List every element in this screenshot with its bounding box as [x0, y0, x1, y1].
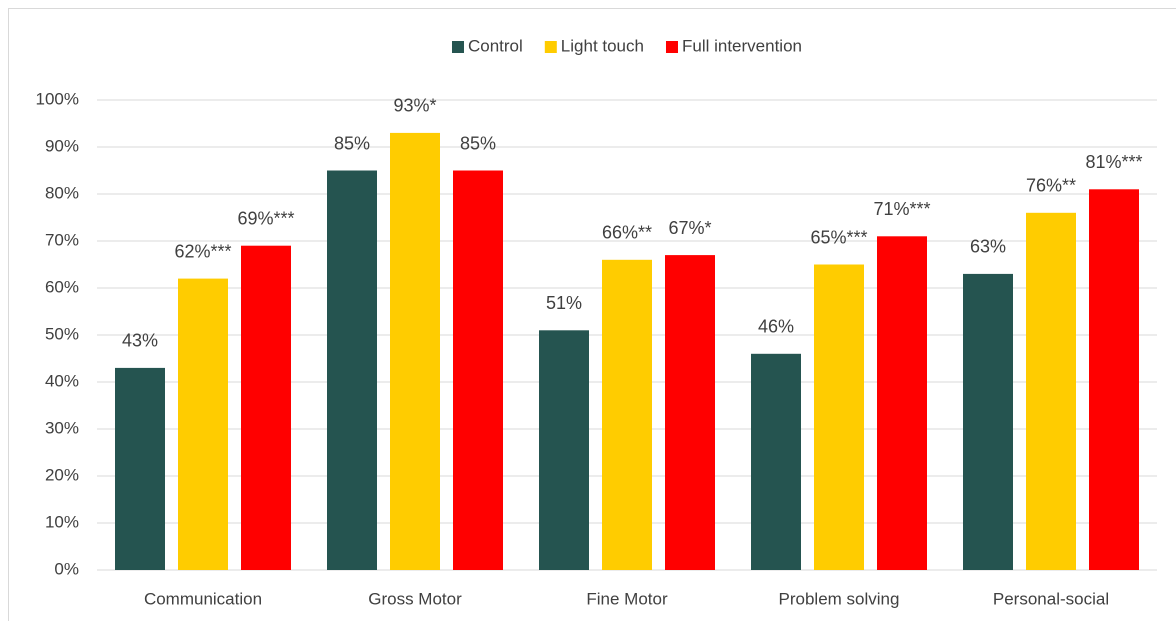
- bar: [539, 330, 589, 570]
- x-tick-label: Problem solving: [779, 589, 900, 608]
- value-label: 62%***: [174, 241, 231, 261]
- bar: [751, 353, 801, 570]
- value-label: 46%: [758, 317, 794, 337]
- bar: [1089, 189, 1139, 571]
- legend-swatch: [665, 41, 678, 53]
- y-tick-label: 40%: [45, 371, 79, 390]
- legend-label: Control: [468, 36, 523, 55]
- y-tick-label: 50%: [45, 324, 79, 343]
- value-label: 85%: [334, 133, 370, 153]
- value-label: 51%: [546, 293, 582, 313]
- value-label: 69%***: [237, 208, 294, 228]
- x-tick-label: Personal-social: [993, 589, 1109, 608]
- x-tick-label: Fine Motor: [586, 589, 668, 608]
- bar: [241, 245, 291, 570]
- value-label: 67%*: [668, 218, 711, 238]
- value-label: 43%: [122, 331, 158, 351]
- bar: [1026, 212, 1076, 571]
- legend-swatch: [544, 41, 557, 53]
- bar: [327, 170, 377, 570]
- value-label: 85%: [460, 133, 496, 153]
- bar: [814, 264, 864, 570]
- legend-label: Light touch: [561, 36, 644, 55]
- y-tick-label: 10%: [45, 512, 79, 531]
- value-label: 71%***: [873, 199, 930, 219]
- y-tick-label: 0%: [54, 559, 79, 578]
- y-tick-label: 20%: [45, 465, 79, 484]
- bar: [115, 367, 165, 570]
- bar: [877, 236, 927, 571]
- bar: [390, 132, 440, 570]
- value-label: 66%**: [602, 223, 652, 243]
- y-tick-label: 60%: [45, 277, 79, 296]
- bar: [665, 255, 715, 570]
- y-tick-label: 30%: [45, 418, 79, 437]
- chart-border: [8, 8, 1176, 621]
- y-tick-label: 90%: [45, 136, 79, 155]
- bar: [963, 273, 1013, 570]
- y-tick-label: 80%: [45, 183, 79, 202]
- value-label: 65%***: [810, 227, 867, 247]
- value-label: 63%: [970, 237, 1006, 257]
- x-tick-label: Gross Motor: [368, 589, 462, 608]
- y-tick-label: 100%: [36, 89, 79, 108]
- bar: [602, 259, 652, 570]
- legend-label: Full intervention: [682, 36, 802, 55]
- bar: [453, 170, 503, 570]
- x-tick-label: Communication: [144, 589, 262, 608]
- y-tick-label: 70%: [45, 230, 79, 249]
- value-label: 93%*: [393, 96, 436, 116]
- legend-swatch: [451, 41, 464, 53]
- bar: [178, 278, 228, 570]
- value-label: 76%**: [1026, 176, 1076, 196]
- value-label: 81%***: [1085, 152, 1142, 172]
